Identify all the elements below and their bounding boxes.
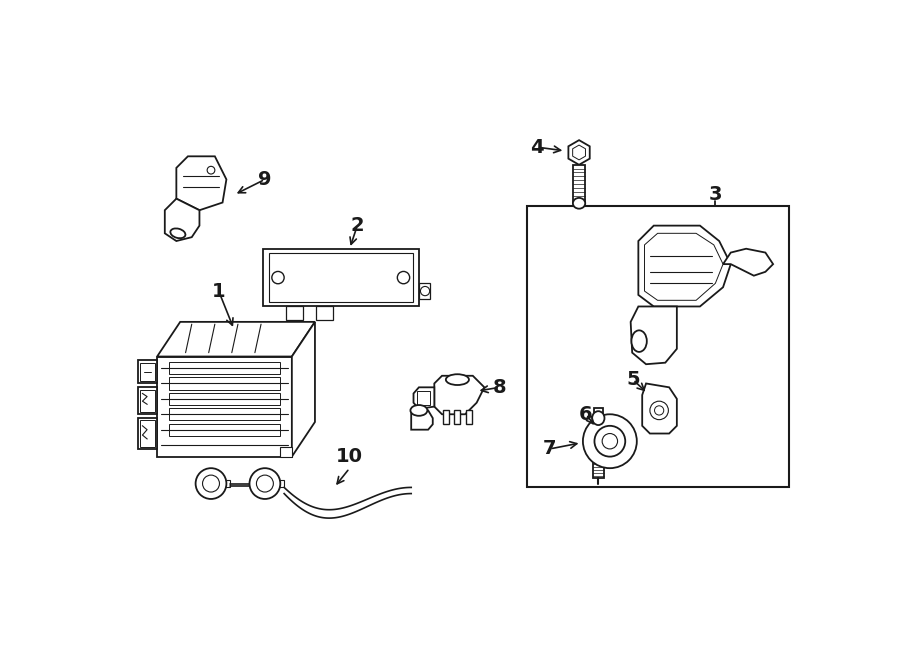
Text: 8: 8 — [493, 378, 507, 397]
Polygon shape — [280, 447, 292, 457]
Polygon shape — [273, 480, 284, 487]
Circle shape — [272, 272, 284, 284]
Circle shape — [202, 475, 220, 492]
Circle shape — [249, 468, 280, 499]
Polygon shape — [572, 145, 586, 160]
Polygon shape — [263, 249, 419, 307]
Ellipse shape — [632, 330, 647, 352]
Polygon shape — [644, 233, 723, 300]
Circle shape — [602, 434, 617, 449]
Circle shape — [654, 406, 664, 415]
Circle shape — [650, 401, 669, 420]
Polygon shape — [586, 428, 610, 455]
Ellipse shape — [410, 405, 428, 416]
Polygon shape — [435, 375, 484, 414]
Polygon shape — [138, 418, 157, 449]
Polygon shape — [573, 165, 585, 204]
Ellipse shape — [573, 198, 585, 209]
Circle shape — [583, 414, 637, 468]
Text: 10: 10 — [336, 447, 363, 466]
Polygon shape — [165, 199, 200, 241]
Polygon shape — [285, 307, 302, 321]
Polygon shape — [168, 408, 280, 420]
Circle shape — [195, 468, 227, 499]
Polygon shape — [418, 391, 430, 405]
Polygon shape — [593, 455, 604, 478]
Text: 2: 2 — [350, 216, 365, 235]
Circle shape — [207, 167, 215, 174]
Bar — [526, 206, 788, 487]
Ellipse shape — [170, 229, 185, 238]
Circle shape — [595, 426, 625, 457]
Polygon shape — [140, 420, 155, 447]
Text: 6: 6 — [580, 405, 593, 424]
Text: 1: 1 — [212, 282, 226, 301]
Circle shape — [420, 286, 429, 295]
Polygon shape — [418, 284, 430, 299]
Polygon shape — [443, 410, 449, 424]
Polygon shape — [168, 393, 280, 405]
Polygon shape — [168, 362, 280, 374]
Polygon shape — [631, 307, 677, 364]
Circle shape — [256, 475, 274, 492]
Polygon shape — [723, 249, 773, 276]
Polygon shape — [594, 408, 603, 428]
Polygon shape — [292, 322, 315, 457]
Polygon shape — [643, 383, 677, 434]
Polygon shape — [317, 307, 333, 321]
Polygon shape — [413, 387, 435, 409]
Ellipse shape — [592, 411, 605, 425]
Polygon shape — [140, 389, 155, 412]
Polygon shape — [168, 424, 280, 436]
Polygon shape — [411, 410, 433, 430]
Polygon shape — [466, 410, 472, 424]
Polygon shape — [138, 387, 157, 414]
Polygon shape — [638, 225, 731, 307]
Polygon shape — [168, 377, 280, 389]
Polygon shape — [176, 156, 227, 210]
Polygon shape — [269, 253, 413, 302]
Text: 5: 5 — [626, 370, 640, 389]
Polygon shape — [158, 356, 292, 457]
Ellipse shape — [446, 374, 469, 385]
Polygon shape — [158, 322, 315, 356]
Text: 9: 9 — [258, 170, 272, 189]
Text: 4: 4 — [530, 137, 544, 157]
Polygon shape — [569, 140, 590, 165]
Text: 7: 7 — [543, 440, 556, 459]
Polygon shape — [138, 360, 157, 383]
Circle shape — [397, 272, 410, 284]
Polygon shape — [140, 363, 155, 381]
Polygon shape — [454, 410, 461, 424]
Text: 3: 3 — [708, 185, 722, 204]
Polygon shape — [219, 480, 230, 487]
